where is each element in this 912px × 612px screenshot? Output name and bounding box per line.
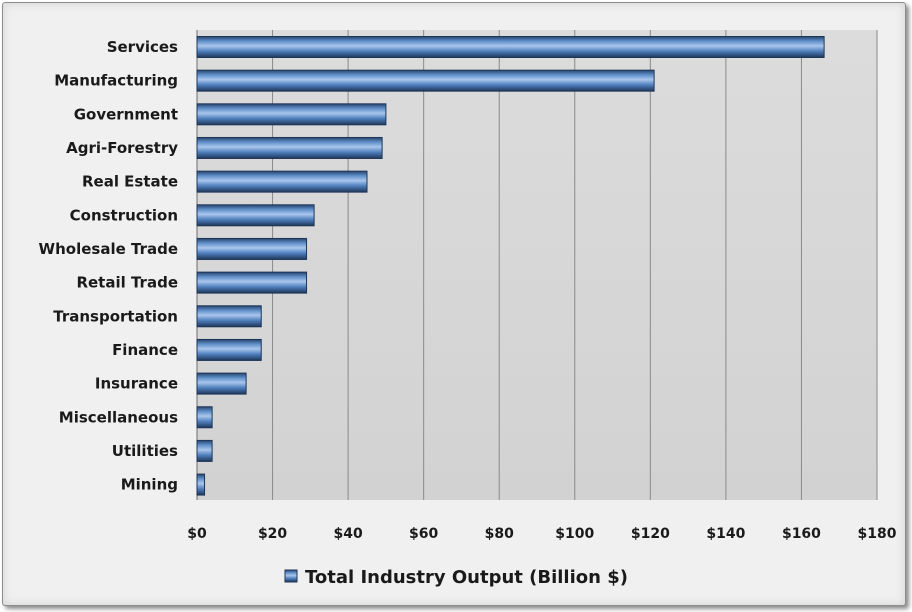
category-label: Government — [74, 105, 178, 123]
legend: Total Industry Output (Billion $) — [284, 567, 628, 588]
x-tick-label: $140 — [706, 526, 745, 542]
x-tick-label: $0 — [187, 526, 207, 542]
category-label: Mining — [121, 476, 178, 494]
category-label: Retail Trade — [76, 274, 178, 292]
legend-label: Total Industry Output (Billion $) — [305, 567, 628, 588]
bar — [196, 473, 206, 496]
bar — [196, 338, 262, 361]
bar — [196, 136, 383, 159]
x-tick-label: $20 — [258, 526, 287, 542]
plot-area — [197, 30, 877, 500]
category-label: Finance — [112, 341, 178, 359]
bar — [196, 372, 247, 395]
bar — [196, 36, 825, 58]
bar — [196, 69, 655, 92]
x-tick-label: $160 — [782, 526, 821, 542]
category-label: Services — [107, 38, 178, 56]
category-label: Wholesale Trade — [39, 240, 178, 258]
bar — [196, 305, 262, 328]
category-label: Utilities — [112, 442, 178, 460]
x-tick-label: $80 — [485, 526, 514, 542]
bar — [196, 406, 213, 429]
x-tick-label: $60 — [409, 526, 438, 542]
category-label: Real Estate — [82, 173, 178, 191]
x-tick-label: $40 — [333, 526, 362, 542]
bar — [196, 170, 368, 193]
x-tick-label: $120 — [631, 526, 670, 542]
category-label: Agri-Forestry — [66, 139, 178, 157]
bar — [196, 204, 315, 227]
bar — [196, 103, 387, 126]
x-tick-label: $180 — [858, 526, 897, 542]
category-label: Construction — [70, 206, 178, 224]
category-label: Insurance — [95, 375, 178, 393]
x-tick-label: $100 — [555, 526, 594, 542]
category-label: Manufacturing — [54, 72, 178, 90]
bar — [196, 439, 213, 462]
category-label: Transportation — [53, 307, 178, 325]
bar — [196, 271, 308, 294]
legend-swatch — [284, 569, 298, 583]
bar — [196, 237, 308, 260]
category-label: Miscellaneous — [59, 408, 178, 426]
